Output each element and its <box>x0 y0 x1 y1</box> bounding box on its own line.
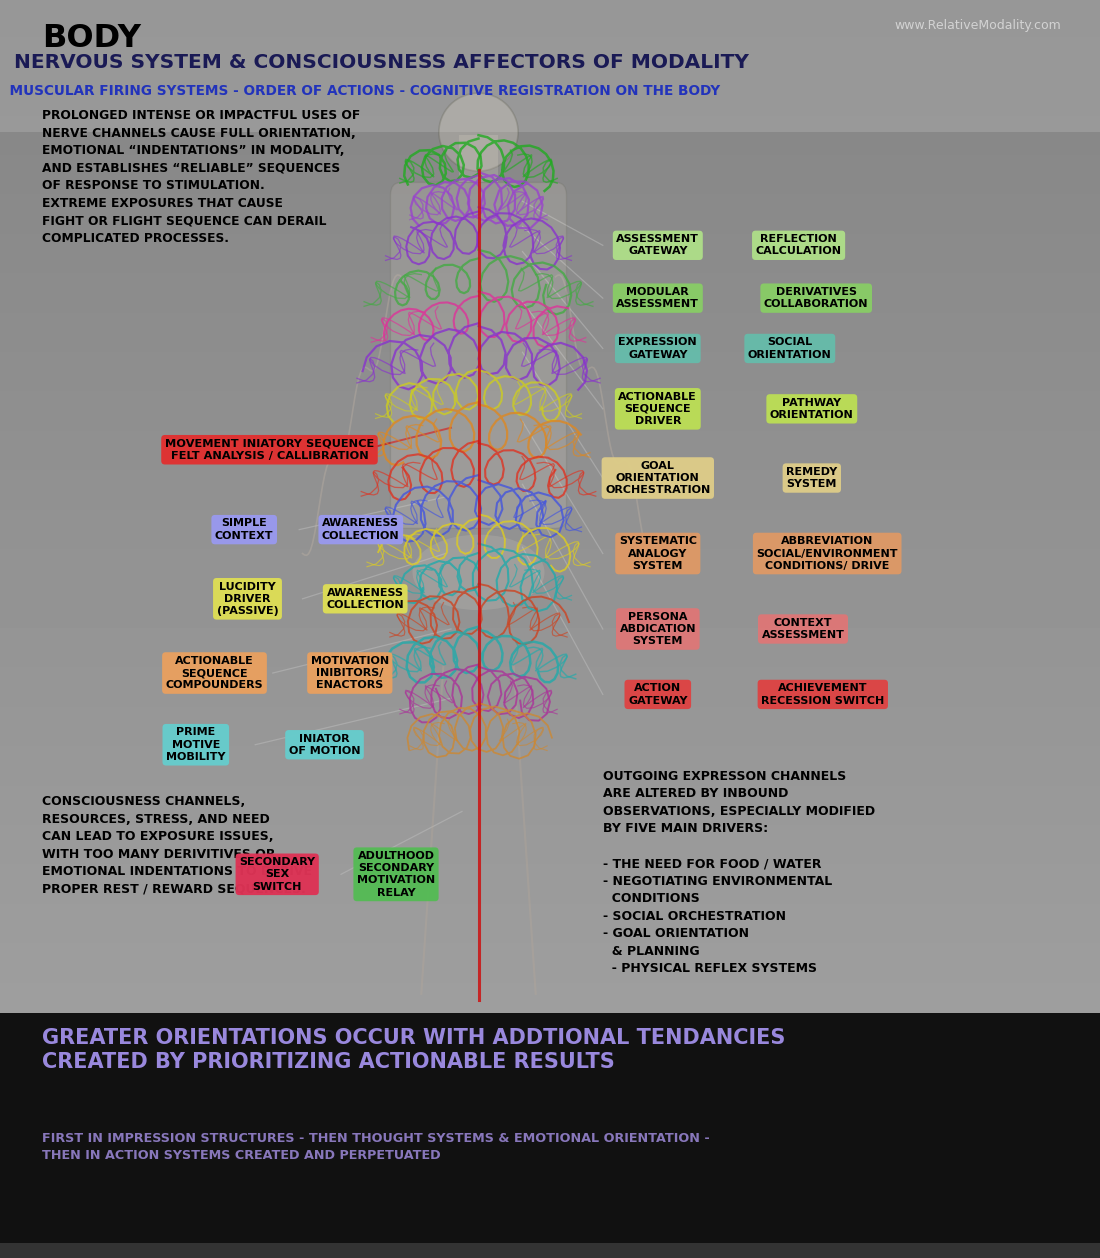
Text: GOAL
ORIENTATION
ORCHESTRATION: GOAL ORIENTATION ORCHESTRATION <box>605 460 711 496</box>
FancyBboxPatch shape <box>390 182 566 528</box>
Text: PERSONA
ABDICATION
SYSTEM: PERSONA ABDICATION SYSTEM <box>619 611 696 647</box>
Text: PATHWAY
ORIENTATION: PATHWAY ORIENTATION <box>770 398 854 420</box>
Text: SIMPLE
CONTEXT: SIMPLE CONTEXT <box>214 518 274 541</box>
Text: NERVOUS SYSTEM & CONSCIOUSNESS AFFECTORS OF MODALITY: NERVOUS SYSTEM & CONSCIOUSNESS AFFECTORS… <box>0 53 749 72</box>
Text: AWARENESS
COLLECTION: AWARENESS COLLECTION <box>322 518 399 541</box>
Bar <box>0 1243 1100 1258</box>
Text: REMEDY
SYSTEM: REMEDY SYSTEM <box>786 467 837 489</box>
Ellipse shape <box>439 93 518 171</box>
Text: LUCIDITY
DRIVER
(PASSIVE): LUCIDITY DRIVER (PASSIVE) <box>217 581 278 616</box>
Text: GREATER ORIENTATIONS OCCUR WITH ADDTIONAL TENDANCIES
CREATED BY PRIORITIZING ACT: GREATER ORIENTATIONS OCCUR WITH ADDTIONA… <box>42 1028 785 1072</box>
Text: INIATOR
OF MOTION: INIATOR OF MOTION <box>288 733 361 756</box>
Bar <box>0 1013 1100 1258</box>
Text: ABBREVIATION
SOCIAL/ENVIRONMENT
CONDITIONS/ DRIVE: ABBREVIATION SOCIAL/ENVIRONMENT CONDITIO… <box>757 536 898 571</box>
Text: CONSCIOUSNESS CHANNELS,
RESOURCES, STRESS, AND NEED
CAN LEAD TO EXPOSURE ISSUES,: CONSCIOUSNESS CHANNELS, RESOURCES, STRES… <box>42 795 311 896</box>
Text: PRIME
MOTIVE
MOBILITY: PRIME MOTIVE MOBILITY <box>166 727 226 762</box>
Ellipse shape <box>412 535 544 610</box>
Text: ACTIONABLE
SEQUENCE
COMPOUNDERS: ACTIONABLE SEQUENCE COMPOUNDERS <box>166 655 263 691</box>
Text: AWARENESS
COLLECTION: AWARENESS COLLECTION <box>327 587 404 610</box>
Text: EXPRESSION
GATEWAY: EXPRESSION GATEWAY <box>618 337 697 360</box>
Text: MOTIVATION
INIBITORS/
ENACTORS: MOTIVATION INIBITORS/ ENACTORS <box>310 655 389 691</box>
Text: REFLECTION
CALCULATION: REFLECTION CALCULATION <box>756 234 842 257</box>
Text: FIRST IN IMPRESSION STRUCTURES - THEN THOUGHT SYSTEMS & EMOTIONAL ORIENTATION -
: FIRST IN IMPRESSION STRUCTURES - THEN TH… <box>42 1132 709 1162</box>
Text: www.RelativeModality.com: www.RelativeModality.com <box>894 19 1062 31</box>
Text: MODULAR
ASSESSMENT: MODULAR ASSESSMENT <box>616 287 700 309</box>
Text: CONTEXT
ASSESSMENT: CONTEXT ASSESSMENT <box>761 618 845 640</box>
Text: SOCIAL
ORIENTATION: SOCIAL ORIENTATION <box>748 337 832 360</box>
Text: ASSESSMENT
GATEWAY: ASSESSMENT GATEWAY <box>616 234 700 257</box>
Text: SYSTEMATIC
ANALOGY
SYSTEM: SYSTEMATIC ANALOGY SYSTEM <box>619 536 696 571</box>
Bar <box>0 0 1100 132</box>
Text: DERIVATIVES
COLLABORATION: DERIVATIVES COLLABORATION <box>763 287 869 309</box>
Text: MOVEMENT INIATORY SEQUENCE
FELT ANALYSIS / CALLIBRATION: MOVEMENT INIATORY SEQUENCE FELT ANALYSIS… <box>165 439 374 460</box>
Text: ACHIEVEMENT
RECESSION SWITCH: ACHIEVEMENT RECESSION SWITCH <box>761 683 884 706</box>
Text: BODY: BODY <box>42 23 141 54</box>
Text: ACTION
GATEWAY: ACTION GATEWAY <box>628 683 688 706</box>
Text: PROLONGED INTENSE OR IMPACTFUL USES OF
NERVE CHANNELS CAUSE FULL ORIENTATION,
EM: PROLONGED INTENSE OR IMPACTFUL USES OF N… <box>42 109 360 245</box>
Text: ADULTHOOD
SECONDARY
MOTIVATION
RELAY: ADULTHOOD SECONDARY MOTIVATION RELAY <box>356 850 436 898</box>
Text: ACTIONABLE
SEQUENCE
DRIVER: ACTIONABLE SEQUENCE DRIVER <box>618 391 697 426</box>
Bar <box>459 135 498 182</box>
Text: SECONDARY
SEX
SWITCH: SECONDARY SEX SWITCH <box>239 857 316 892</box>
Text: MUSCULAR FIRING SYSTEMS - ORDER OF ACTIONS - COGNITIVE REGISTRATION ON THE BODY: MUSCULAR FIRING SYSTEMS - ORDER OF ACTIO… <box>0 84 720 98</box>
Text: OUTGOING EXPRESSON CHANNELS
ARE ALTERED BY INBOUND
OBSERVATIONS, ESPECIALLY MODI: OUTGOING EXPRESSON CHANNELS ARE ALTERED … <box>603 770 874 975</box>
